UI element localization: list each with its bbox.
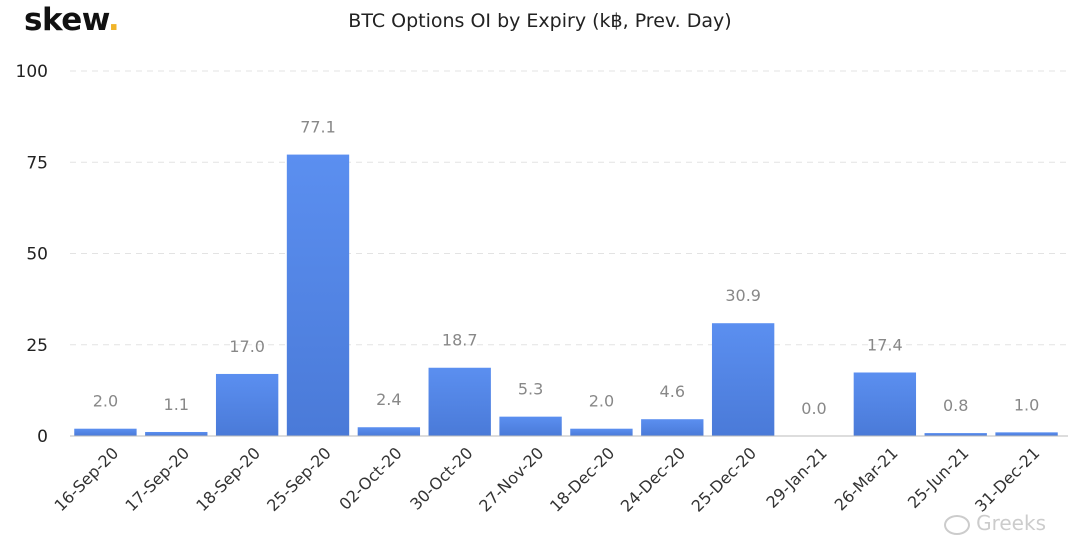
- x-tick-label: 25-Jun-21: [904, 443, 973, 512]
- y-tick-label: 75: [26, 153, 48, 173]
- data-label: 0.8: [943, 396, 968, 415]
- data-label: 17.0: [229, 337, 265, 356]
- bar-24-Dec-20: [641, 419, 704, 436]
- watermark: Greeks: [944, 511, 1046, 535]
- data-label: 17.4: [867, 335, 903, 354]
- data-label: 1.1: [164, 395, 189, 414]
- data-label: 1.0: [1014, 395, 1039, 414]
- y-tick-label: 50: [26, 245, 48, 265]
- data-label: 2.0: [589, 392, 614, 411]
- bar-30-Oct-20: [428, 367, 491, 436]
- x-tick-label: 25-Dec-20: [688, 443, 760, 515]
- data-label: 2.0: [93, 392, 118, 411]
- y-tick-label: 100: [16, 62, 48, 82]
- bar-25-Sep-20: [286, 154, 350, 436]
- x-axis-ticks: 16-Sep-20 17-Sep-20 18-Sep-20 25-Sep-20 02-O…: [51, 443, 1044, 515]
- y-axis-ticks: 0 25 50 75 100: [16, 62, 48, 447]
- bar-02-Oct-20: [357, 427, 421, 436]
- data-label: 4.6: [660, 382, 685, 401]
- data-labels: 2.0 1.1 17.0 77.1 2.4 18.7 5.3 2.0 4.6 30.9 0.0 17.…: [93, 118, 1040, 418]
- x-tick-label: 02-Oct-20: [335, 443, 405, 513]
- data-label: 5.3: [518, 380, 543, 399]
- bar-16-Sep-20: [74, 428, 137, 436]
- x-tick-label: 25-Sep-20: [263, 443, 335, 515]
- bar-17-Sep-20: [145, 431, 208, 436]
- x-tick-label: 18-Dec-20: [546, 443, 618, 515]
- bar-18-Dec-20: [570, 428, 633, 436]
- bar-25-Dec-20: [711, 323, 775, 436]
- x-tick-label: 18-Sep-20: [192, 443, 264, 515]
- bar-26-Mar-21: [853, 372, 917, 436]
- bar-31-Dec-21: [995, 432, 1058, 436]
- x-tick-label: 30-Oct-20: [406, 443, 476, 513]
- y-tick-label: 0: [37, 427, 48, 447]
- wechat-icon: [944, 514, 971, 535]
- bar-18-Sep-20: [215, 373, 279, 436]
- chart-title: BTC Options OI by Expiry (k฿, Prev. Day): [348, 10, 732, 32]
- data-label: 18.7: [442, 331, 478, 350]
- grid-lines: [70, 70, 1068, 346]
- data-label: 2.4: [376, 390, 401, 409]
- x-tick-label: 24-Dec-20: [617, 443, 689, 515]
- bar-25-Jun-21: [924, 433, 987, 436]
- x-tick-label: 31-Dec-21: [971, 443, 1043, 515]
- y-tick-label: 25: [26, 336, 48, 356]
- skew-logo: skew.: [24, 2, 120, 38]
- x-tick-label: 16-Sep-20: [51, 443, 123, 515]
- bar-27-Nov-20: [499, 416, 562, 436]
- x-tick-label: 17-Sep-20: [121, 443, 193, 515]
- data-label: 30.9: [725, 286, 761, 305]
- data-label: 77.1: [300, 118, 336, 137]
- x-tick-label: 26-Mar-21: [831, 443, 902, 514]
- data-label: 0.0: [801, 399, 826, 418]
- watermark-text: Greeks: [976, 511, 1046, 535]
- x-tick-label: 27-Nov-20: [475, 443, 547, 515]
- bars: [74, 154, 1058, 436]
- x-tick-label: 29-Jan-21: [762, 443, 830, 511]
